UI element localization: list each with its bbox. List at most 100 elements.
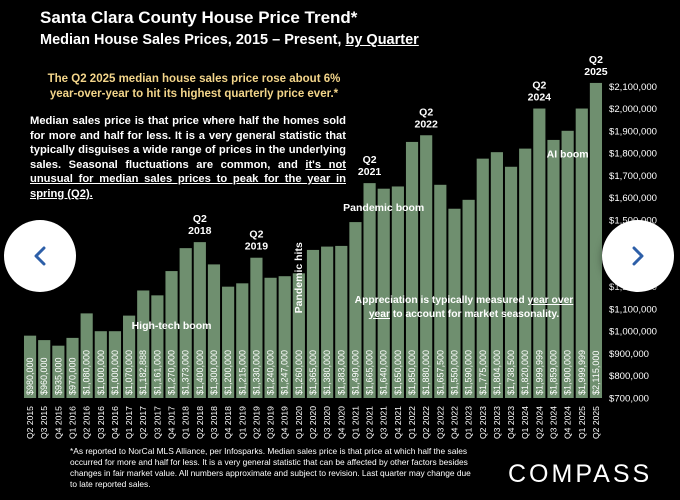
value-label: $1,000,000 xyxy=(110,350,120,395)
x-tick-label: Q2 2018 xyxy=(195,406,205,439)
y-tick-label: $1,600,000 xyxy=(609,193,657,204)
value-label: $980,000 xyxy=(25,357,35,395)
x-tick-label: Q2 2024 xyxy=(534,406,544,439)
value-label: $1,804,000 xyxy=(492,350,502,395)
bar-q3-2023 xyxy=(490,152,503,398)
bar-q4-2016 xyxy=(108,331,122,398)
chevron-right-icon xyxy=(632,246,644,266)
x-tick-label: Q3 2024 xyxy=(548,406,558,439)
x-tick-label: Q4 2024 xyxy=(563,406,573,439)
x-tick-label: Q2 2023 xyxy=(478,406,488,439)
previous-button[interactable] xyxy=(4,220,76,292)
value-label: $1,550,000 xyxy=(449,350,459,395)
bar-top-label-quarter: Q2 xyxy=(363,154,377,166)
bar-q1-2018 xyxy=(179,248,192,398)
bar-top-label-year: 2022 xyxy=(414,118,438,130)
x-tick-label: Q1 2022 xyxy=(407,406,417,439)
bar-top-label-quarter: Q2 xyxy=(249,229,263,241)
y-tick-label: $900,000 xyxy=(609,349,649,360)
value-label: $1,657,500 xyxy=(435,350,445,395)
value-label: $1,215,000 xyxy=(237,350,247,395)
bar-top-label-year: 2024 xyxy=(528,92,552,104)
value-label: $1,820,000 xyxy=(520,350,530,395)
bar-top-label-quarter: Q2 xyxy=(532,80,546,92)
x-tick-label: Q4 2023 xyxy=(506,406,516,439)
bar-q2-2023 xyxy=(476,158,489,398)
bar-top-label-year: 2025 xyxy=(584,66,608,78)
bar-q3-2021 xyxy=(377,188,390,398)
x-tick-label: Q4 2018 xyxy=(223,406,233,439)
value-label: $1,999,999 xyxy=(577,350,587,395)
bar-q4-2020 xyxy=(335,245,348,398)
bar-q2-2021 xyxy=(363,183,376,398)
x-tick-label: Q1 2016 xyxy=(68,406,78,439)
value-label: $1,738,500 xyxy=(506,350,516,395)
bar-top-label-year: 2019 xyxy=(245,241,269,253)
value-label: $1,182,888 xyxy=(138,350,148,395)
x-tick-label: Q1 2025 xyxy=(577,406,587,439)
value-label: $1,859,000 xyxy=(548,350,558,395)
value-label: $1,590,000 xyxy=(464,350,474,395)
y-tick-label: $1,000,000 xyxy=(609,327,657,338)
x-tick-label: Q3 2018 xyxy=(209,406,219,439)
chart-annotations: High-tech boom Pandemic hits Pandemic boom… xyxy=(132,149,589,332)
value-label: $1,080,000 xyxy=(82,350,92,395)
value-label: $1,300,000 xyxy=(209,350,219,395)
value-label: $1,373,000 xyxy=(181,350,191,395)
bar-q4-2017 xyxy=(165,271,178,398)
y-tick-label: $2,100,000 xyxy=(609,82,657,93)
x-tick-label: Q2 2019 xyxy=(251,406,261,439)
value-label: $1,490,000 xyxy=(350,350,360,395)
x-tick-label: Q1 2024 xyxy=(520,406,530,439)
next-button[interactable] xyxy=(602,220,674,292)
x-tick-label: Q4 2021 xyxy=(393,406,403,439)
description-part-2: it's not unusual for median sales prices… xyxy=(30,158,347,200)
bar-q1-2022 xyxy=(405,141,419,398)
x-tick-label: Q3 2016 xyxy=(96,406,106,439)
value-label: $1,640,000 xyxy=(379,350,389,395)
value-label: $1,900,000 xyxy=(563,350,573,395)
y-tick-label: $1,900,000 xyxy=(609,126,657,137)
appreciation-note-part-3: to account for market seasonality. xyxy=(390,308,560,320)
bar-q2-2019 xyxy=(250,257,263,398)
bar-q1-2024 xyxy=(519,148,532,398)
bar-q2-2017 xyxy=(137,290,150,398)
x-tick-label: Q3 2020 xyxy=(322,406,332,439)
value-labels: $980,000 $960,000 $935,000 $970,000 $1,080,0… xyxy=(25,350,601,395)
value-label: $1,383,000 xyxy=(336,350,346,395)
value-label: $1,330,000 xyxy=(251,350,261,395)
bar-q4-2021 xyxy=(391,186,404,398)
value-label: $1,380,000 xyxy=(322,350,332,395)
bar-top-label-quarter: Q2 xyxy=(419,106,433,118)
value-label: $1,260,000 xyxy=(294,350,304,395)
x-tick-label: Q1 2023 xyxy=(464,406,474,439)
bar-q1-2021 xyxy=(349,222,362,398)
value-label: $2,115,000 xyxy=(591,351,601,395)
appreciation-note: Appreciation is typically measured year … xyxy=(344,294,584,321)
bar-series xyxy=(23,82,603,399)
x-tick-label: Q4 2016 xyxy=(110,406,120,439)
bar-q3-2016 xyxy=(94,331,107,398)
value-label: $1,000,000 xyxy=(96,350,106,395)
bar-q3-2020 xyxy=(321,246,334,398)
x-tick-label: Q4 2019 xyxy=(280,406,290,439)
value-label: $1,880,000 xyxy=(421,350,431,395)
x-tick-label: Q2 2022 xyxy=(421,406,431,439)
x-tick-label: Q3 2019 xyxy=(266,406,276,439)
x-tick-label: Q4 2022 xyxy=(449,406,459,439)
value-label: $1,775,000 xyxy=(478,350,488,395)
value-label: $1,400,000 xyxy=(195,350,205,395)
annotation-pandemic-boom: Pandemic boom xyxy=(343,202,424,214)
value-label: $1,665,000 xyxy=(365,350,375,395)
bar-q1-2023 xyxy=(462,199,475,398)
x-tick-label: Q2 2017 xyxy=(138,406,148,439)
bar-q2-2016 xyxy=(80,313,93,398)
bar-q1-2025 xyxy=(575,108,588,398)
value-label: $935,000 xyxy=(53,357,63,395)
value-label: $960,000 xyxy=(39,357,49,395)
x-tick-label: Q3 2022 xyxy=(435,406,445,439)
y-tick-label: $2,000,000 xyxy=(609,104,657,115)
x-tick-label: Q1 2020 xyxy=(294,406,304,439)
